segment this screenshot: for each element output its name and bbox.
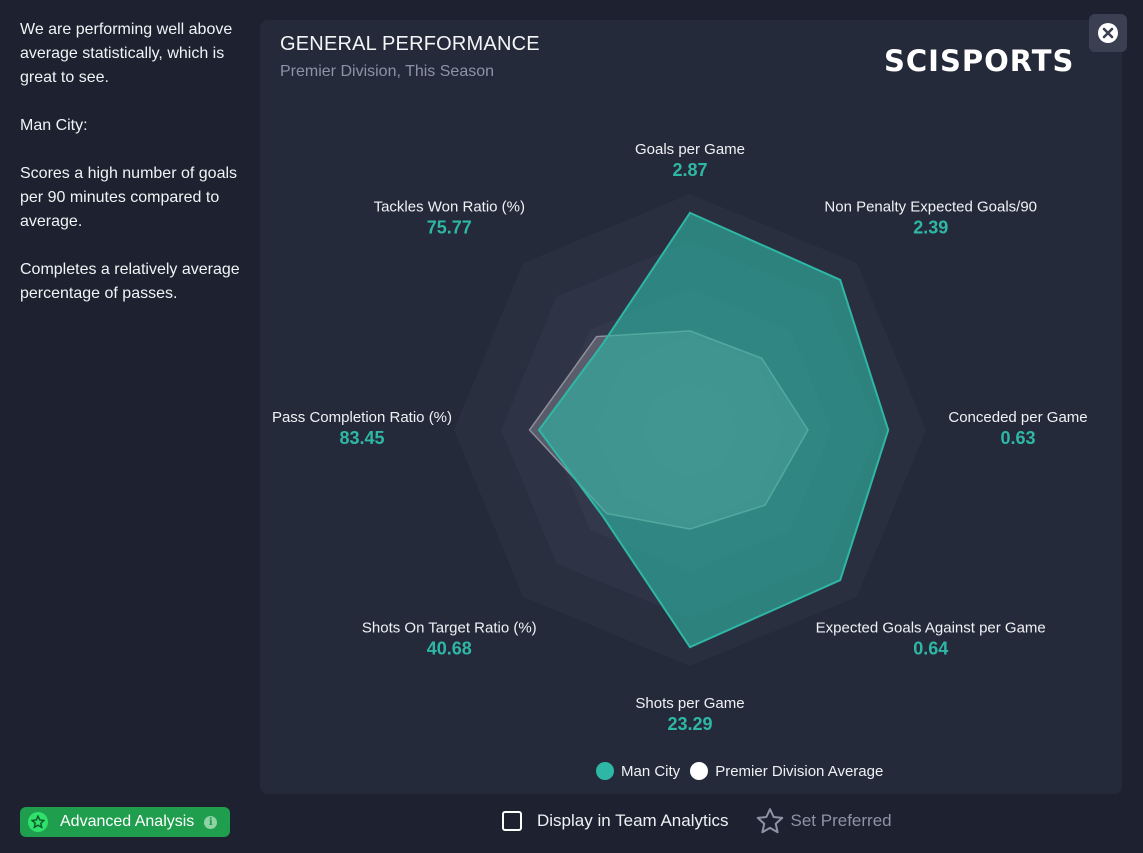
- star-icon: [756, 808, 783, 834]
- advanced-analysis-label: Advanced Analysis: [60, 813, 195, 830]
- axis-label: Expected Goals Against per Game: [816, 620, 1046, 637]
- chart-legend: Man City Premier Division Average: [596, 762, 893, 780]
- axis-label: Tackles Won Ratio (%): [374, 198, 525, 215]
- legend-label-average: Premier Division Average: [715, 762, 884, 780]
- analysis-paragraph: Scores a high number of goals per 90 min…: [20, 165, 238, 230]
- axis-value-label: 0.64: [913, 639, 948, 659]
- axis-value-label: 40.68: [427, 639, 472, 659]
- axis-label: Shots On Target Ratio (%): [362, 620, 537, 637]
- info-icon[interactable]: i: [204, 815, 218, 829]
- axis-label: Pass Completion Ratio (%): [272, 409, 452, 426]
- analysis-paragraph: We are performing well above average sta…: [20, 21, 233, 86]
- legend-label-team: Man City: [621, 762, 681, 780]
- axis-label: Non Penalty Expected Goals/90: [824, 198, 1037, 215]
- axis-value-label: 23.29: [667, 714, 712, 734]
- set-preferred-button[interactable]: Set Preferred: [755, 806, 892, 836]
- advanced-analysis-button[interactable]: Advanced Analysis i: [20, 807, 230, 837]
- panel-title: GENERAL PERFORMANCE: [280, 33, 540, 55]
- analysis-paragraph: Man City:: [20, 117, 88, 134]
- close-icon: [1098, 23, 1118, 43]
- axis-value-label: 2.87: [672, 160, 707, 180]
- axis-value-label: 83.45: [339, 428, 384, 448]
- axis-label: Shots per Game: [635, 695, 744, 712]
- legend-dot-team: [596, 762, 614, 780]
- legend-dot-average: [690, 762, 709, 780]
- analysis-text: We are performing well above average sta…: [20, 18, 256, 330]
- team-series-polygon: [537, 211, 890, 649]
- display-in-team-analytics-checkbox[interactable]: [502, 811, 522, 831]
- close-button[interactable]: [1089, 14, 1127, 52]
- axis-value-label: 2.39: [913, 217, 948, 237]
- axis-label: Conceded per Game: [948, 409, 1087, 426]
- analysis-paragraph: Completes a relatively average percentag…: [20, 261, 240, 302]
- axis-value-label: 75.77: [427, 217, 472, 237]
- legend-item-average: Premier Division Average: [690, 762, 883, 780]
- set-preferred-label: Set Preferred: [790, 811, 892, 830]
- panel-subtitle: Premier Division, This Season: [280, 63, 495, 80]
- display-in-team-analytics-label[interactable]: Display in Team Analytics: [537, 811, 729, 830]
- scisports-logo: SCISPORTS: [884, 44, 1075, 78]
- axis-label: Goals per Game: [635, 141, 745, 158]
- legend-item-team: Man City: [596, 762, 680, 780]
- star-badge-icon: [28, 812, 48, 832]
- footer-bar: Display in Team Analytics Set Preferred: [502, 806, 892, 836]
- axis-value-label: 0.63: [1000, 428, 1035, 448]
